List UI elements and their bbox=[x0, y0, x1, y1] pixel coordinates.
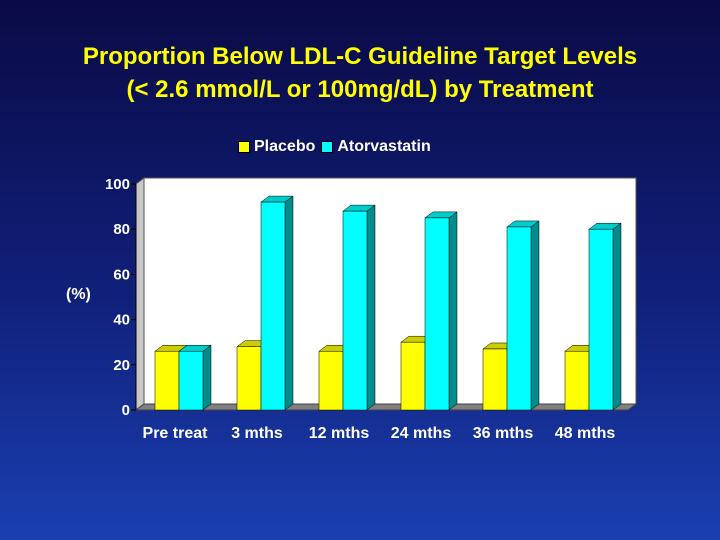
y-tick-label: 40 bbox=[113, 312, 130, 329]
bar-atorvastatin bbox=[260, 201, 286, 411]
chart-title: Proportion Below LDL-C Guideline Target … bbox=[0, 40, 720, 106]
bar-placebo bbox=[400, 341, 426, 411]
plot-side-wall bbox=[135, 177, 145, 411]
plot-back-wall bbox=[143, 177, 637, 405]
legend-label-placebo: Placebo bbox=[254, 138, 316, 155]
bar-atorvastatin bbox=[342, 210, 368, 411]
chart-title-line-2: (< 2.6 mmol/L or 100mg/dL) by Treatment bbox=[126, 76, 594, 103]
legend-item-placebo: Placebo bbox=[238, 138, 315, 156]
bar-atorvastatin bbox=[424, 217, 450, 411]
bar-atorvastatin bbox=[178, 350, 204, 411]
bar-side-atorvastatin bbox=[202, 344, 212, 411]
bar-placebo bbox=[482, 348, 508, 411]
bar-atorvastatin bbox=[588, 228, 614, 411]
y-tick-label: 60 bbox=[113, 266, 130, 283]
legend-label-atorvastatin: Atorvastatin bbox=[337, 138, 431, 155]
bar-side-atorvastatin bbox=[612, 222, 622, 411]
bar-side-atorvastatin bbox=[448, 211, 458, 411]
bar-side-atorvastatin bbox=[530, 220, 540, 411]
legend-swatch-atorvastatin bbox=[321, 141, 334, 153]
x-tick-label: 3 mths bbox=[231, 425, 283, 442]
x-tick-label: 12 mths bbox=[309, 425, 370, 442]
bar-side-atorvastatin bbox=[366, 204, 376, 411]
y-tick-label: 20 bbox=[113, 357, 130, 374]
x-tick-label: 48 mths bbox=[555, 425, 616, 442]
x-tick-label: 36 mths bbox=[473, 425, 534, 442]
chart-title-line-1: Proportion Below LDL-C Guideline Target … bbox=[82, 43, 638, 70]
y-axis-label: (%) bbox=[66, 286, 91, 303]
bar-atorvastatin bbox=[506, 226, 532, 411]
bar-placebo bbox=[154, 350, 180, 411]
legend-item-atorvastatin: Atorvastatin bbox=[321, 138, 431, 156]
y-tick-label: 0 bbox=[122, 402, 130, 419]
bar-side-atorvastatin bbox=[284, 195, 294, 411]
x-tick-label: 24 mths bbox=[391, 425, 452, 442]
legend: Placebo Atorvastatin bbox=[238, 137, 437, 157]
plot-floor bbox=[134, 403, 638, 411]
bar-placebo bbox=[318, 350, 344, 411]
x-tick-label: Pre treat bbox=[143, 425, 209, 442]
legend-swatch-placebo bbox=[238, 141, 250, 153]
y-tick-label: 80 bbox=[113, 221, 130, 238]
bar-placebo bbox=[564, 350, 590, 411]
bar-placebo bbox=[236, 346, 262, 411]
y-tick-label: 100 bbox=[105, 176, 130, 193]
